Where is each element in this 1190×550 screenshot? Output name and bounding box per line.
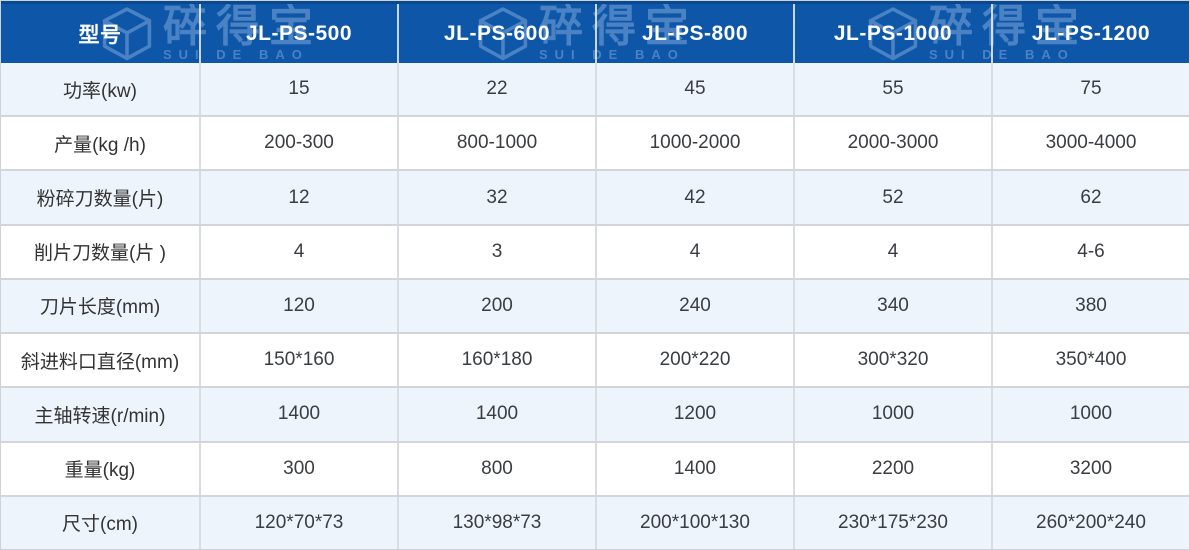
row-value: 200*220 xyxy=(595,334,793,387)
header-model-cell: JL-PS-1000 xyxy=(793,4,991,63)
row-value: 1400 xyxy=(397,388,595,441)
row-value: 1400 xyxy=(199,388,397,441)
table-row: 重量(kg) 300 800 1400 2200 3200 xyxy=(1,440,1189,495)
row-label: 斜进料口直径(mm) xyxy=(20,351,180,373)
row-value: 230*175*230 xyxy=(793,496,991,549)
row-value: 200 xyxy=(397,279,595,333)
row-value: 200-300 xyxy=(199,117,397,170)
row-value: 1000 xyxy=(793,388,991,441)
header-model-label-cell: 型号 xyxy=(1,4,199,63)
row-value: 160*180 xyxy=(397,334,595,387)
row-value: 4 xyxy=(199,225,397,278)
row-value: 3200 xyxy=(991,442,1189,495)
table-row: 刀片长度(mm) 120 200 240 340 380 xyxy=(1,277,1189,333)
row-label: 功率(kw) xyxy=(63,80,137,102)
row-value: 1000 xyxy=(991,388,1189,441)
row-value: 55 xyxy=(793,63,991,116)
table-row: 削片刀数量(片 ) 4 3 4 4 4-6 xyxy=(1,223,1189,278)
table-row: 粉碎刀数量(片) 12 32 42 52 62 xyxy=(1,169,1189,224)
header-model-cell: JL-PS-500 xyxy=(199,4,397,63)
row-value: 4 xyxy=(793,225,991,278)
header-cells: 型号 JL-PS-500 JL-PS-600 JL-PS-800 JL-PS-1… xyxy=(1,4,1189,63)
row-value: 800 xyxy=(397,442,595,495)
row-label: 产量(kg /h) xyxy=(54,134,146,156)
header-model-label: 型号 xyxy=(78,23,122,47)
header-model-cell: JL-PS-1200 xyxy=(991,4,1189,63)
table-header: 碎得宝 SUI DE BAO 碎得宝 SUI DE BAO xyxy=(1,1,1189,63)
row-value: 240 xyxy=(595,279,793,333)
model-name: JL-PS-1000 xyxy=(833,21,953,45)
row-value: 3000-4000 xyxy=(991,117,1189,170)
row-value: 800-1000 xyxy=(397,117,595,170)
model-name: JL-PS-1200 xyxy=(1031,21,1151,45)
table-body: 功率(kw) 15 22 45 55 75 产量(kg /h) 200-300 800-1… xyxy=(1,63,1189,549)
row-value: 2200 xyxy=(793,442,991,495)
row-value: 22 xyxy=(397,63,595,116)
row-value: 130*98*73 xyxy=(397,496,595,549)
row-value: 150*160 xyxy=(199,334,397,387)
row-value: 300 xyxy=(199,442,397,495)
row-value: 120 xyxy=(199,279,397,333)
row-label: 主轴转速(r/min) xyxy=(34,405,166,427)
row-value: 1000-2000 xyxy=(595,117,793,170)
row-value: 380 xyxy=(991,279,1189,333)
table-row: 产量(kg /h) 200-300 800-1000 1000-2000 2000-3… xyxy=(1,115,1189,170)
row-value: 260*200*240 xyxy=(991,496,1189,549)
row-value: 1400 xyxy=(595,442,793,495)
model-name: JL-PS-600 xyxy=(443,21,551,45)
row-label: 尺寸(cm) xyxy=(62,514,138,536)
row-label: 刀片长度(mm) xyxy=(39,297,161,319)
row-value: 12 xyxy=(199,171,397,224)
row-label: 重量(kg) xyxy=(64,460,136,482)
row-value: 42 xyxy=(595,171,793,224)
row-value: 45 xyxy=(595,63,793,116)
row-value: 62 xyxy=(991,171,1189,224)
row-label: 削片刀数量(片 ) xyxy=(34,243,166,265)
table-row: 主轴转速(r/min) 1400 1400 1200 1000 1000 xyxy=(1,386,1189,441)
row-value: 200*100*130 xyxy=(595,496,793,549)
row-value: 300*320 xyxy=(793,334,991,387)
row-value: 120*70*73 xyxy=(199,496,397,549)
row-value: 15 xyxy=(199,63,397,116)
model-name: JL-PS-800 xyxy=(641,21,749,45)
table-row: 尺寸(cm) 120*70*73 130*98*73 200*100*130 230*… xyxy=(1,494,1189,549)
row-value: 1200 xyxy=(595,388,793,441)
row-value: 350*400 xyxy=(991,334,1189,387)
row-value: 2000-3000 xyxy=(793,117,991,170)
row-value: 3 xyxy=(397,225,595,278)
row-value: 52 xyxy=(793,171,991,224)
row-value: 4-6 xyxy=(991,225,1189,278)
row-value: 32 xyxy=(397,171,595,224)
table-row: 功率(kw) 15 22 45 55 75 xyxy=(1,63,1189,116)
row-value: 4 xyxy=(595,225,793,278)
row-label: 粉碎刀数量(片) xyxy=(36,189,164,211)
header-model-cell: JL-PS-800 xyxy=(595,4,793,63)
row-value: 75 xyxy=(991,63,1189,116)
header-model-cell: JL-PS-600 xyxy=(397,4,595,63)
row-value: 340 xyxy=(793,279,991,333)
model-name: JL-PS-500 xyxy=(245,21,353,45)
table-row: 斜进料口直径(mm) 150*160 160*180 200*220 300*320 3… xyxy=(1,332,1189,387)
